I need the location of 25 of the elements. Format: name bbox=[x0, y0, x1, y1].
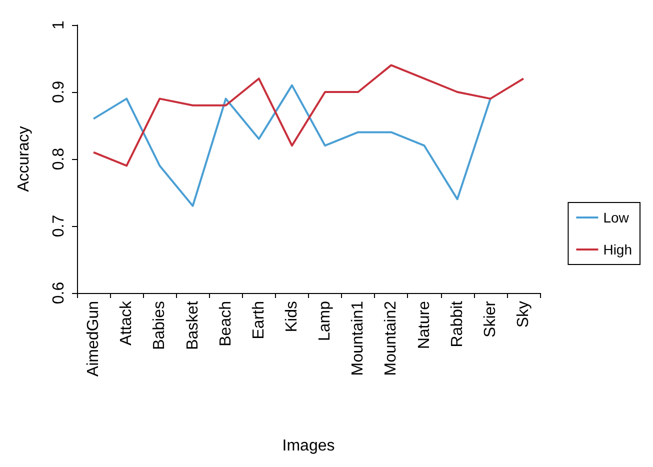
line-series bbox=[92, 64, 524, 167]
x-tick-label: Nature bbox=[416, 300, 433, 350]
x-tick-label: Mountain1 bbox=[350, 300, 367, 376]
x-tick-label: Skier bbox=[482, 300, 499, 338]
x-tick-label: Lamp bbox=[316, 300, 334, 342]
x-tick-label: Attack bbox=[118, 300, 136, 346]
x-tick-label: Mountain2 bbox=[382, 300, 400, 376]
x-tick-label: Rabbit bbox=[448, 300, 466, 348]
y-tick-label: 0.7 bbox=[50, 214, 68, 238]
y-tick-label: 1 bbox=[50, 20, 68, 30]
x-tick-label: Sky bbox=[514, 301, 532, 328]
legend-label: Low bbox=[603, 210, 630, 226]
x-tick-label: Beach bbox=[217, 301, 234, 346]
x-tick-label: AimedGun bbox=[85, 301, 102, 377]
x-tick-label: Basket bbox=[184, 300, 202, 350]
x-tick-label: Kids bbox=[283, 301, 300, 332]
x-tick-label: Earth bbox=[250, 301, 268, 340]
x-tick-label: Babies bbox=[151, 301, 168, 350]
y-axis-title: Accuracy bbox=[16, 126, 32, 192]
x-axis-title: Images bbox=[282, 438, 335, 454]
y-tick-label: 0.9 bbox=[50, 80, 68, 104]
y-tick-label: 0.8 bbox=[50, 148, 68, 170]
legend-label: High bbox=[603, 242, 632, 258]
line-series bbox=[92, 84, 492, 207]
y-tick-label: 0.6 bbox=[50, 282, 68, 304]
